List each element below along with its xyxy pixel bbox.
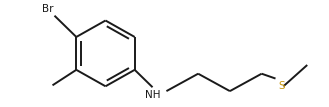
Text: S: S (278, 81, 285, 91)
Text: Br: Br (42, 4, 54, 14)
Text: NH: NH (145, 90, 160, 100)
